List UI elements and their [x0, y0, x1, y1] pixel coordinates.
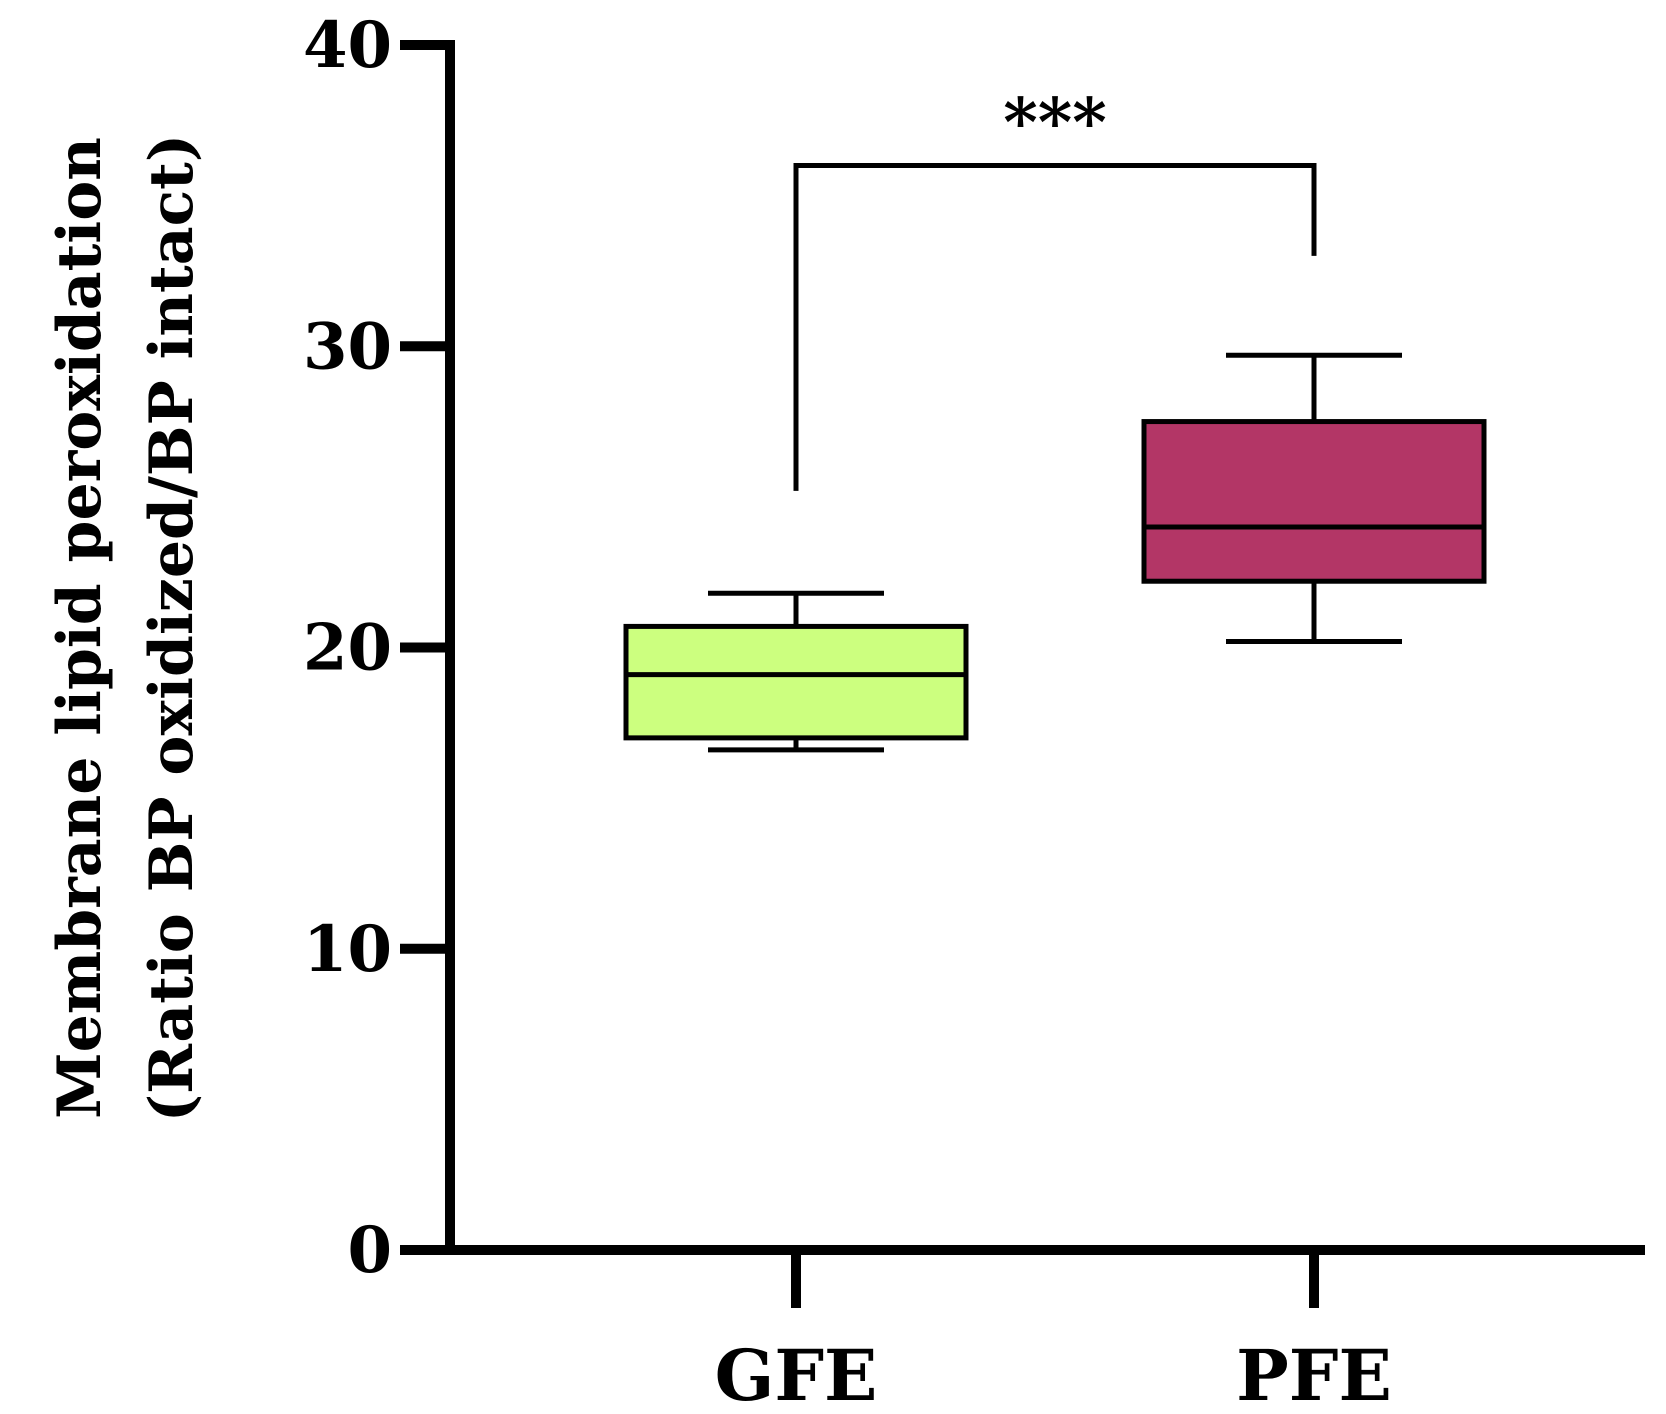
y-tick-label: 10	[303, 912, 392, 987]
y-axis-title-line1: Membrane lipid peroxidation	[45, 137, 115, 1119]
y-tick-label: 0	[347, 1213, 392, 1288]
y-axis-title: Membrane lipid peroxidation (Ratio BP ox…	[45, 134, 207, 1122]
box-pfe	[1141, 419, 1487, 584]
y-axis-title-line2: (Ratio BP oxidized/BP intact)	[137, 134, 207, 1122]
x-category-label: PFE	[1236, 1334, 1392, 1410]
box-gfe	[623, 623, 969, 741]
significance-label: ***	[1003, 84, 1107, 162]
y-tick-label: 30	[303, 309, 392, 384]
plot-area: 0 10 20 30 40 GFE PFE ***	[303, 8, 1645, 1414]
significance-bracket	[793, 163, 1317, 491]
y-tick-label: 20	[303, 611, 392, 686]
x-category-label: GFE	[715, 1334, 878, 1410]
y-tick-label: 40	[303, 8, 392, 83]
